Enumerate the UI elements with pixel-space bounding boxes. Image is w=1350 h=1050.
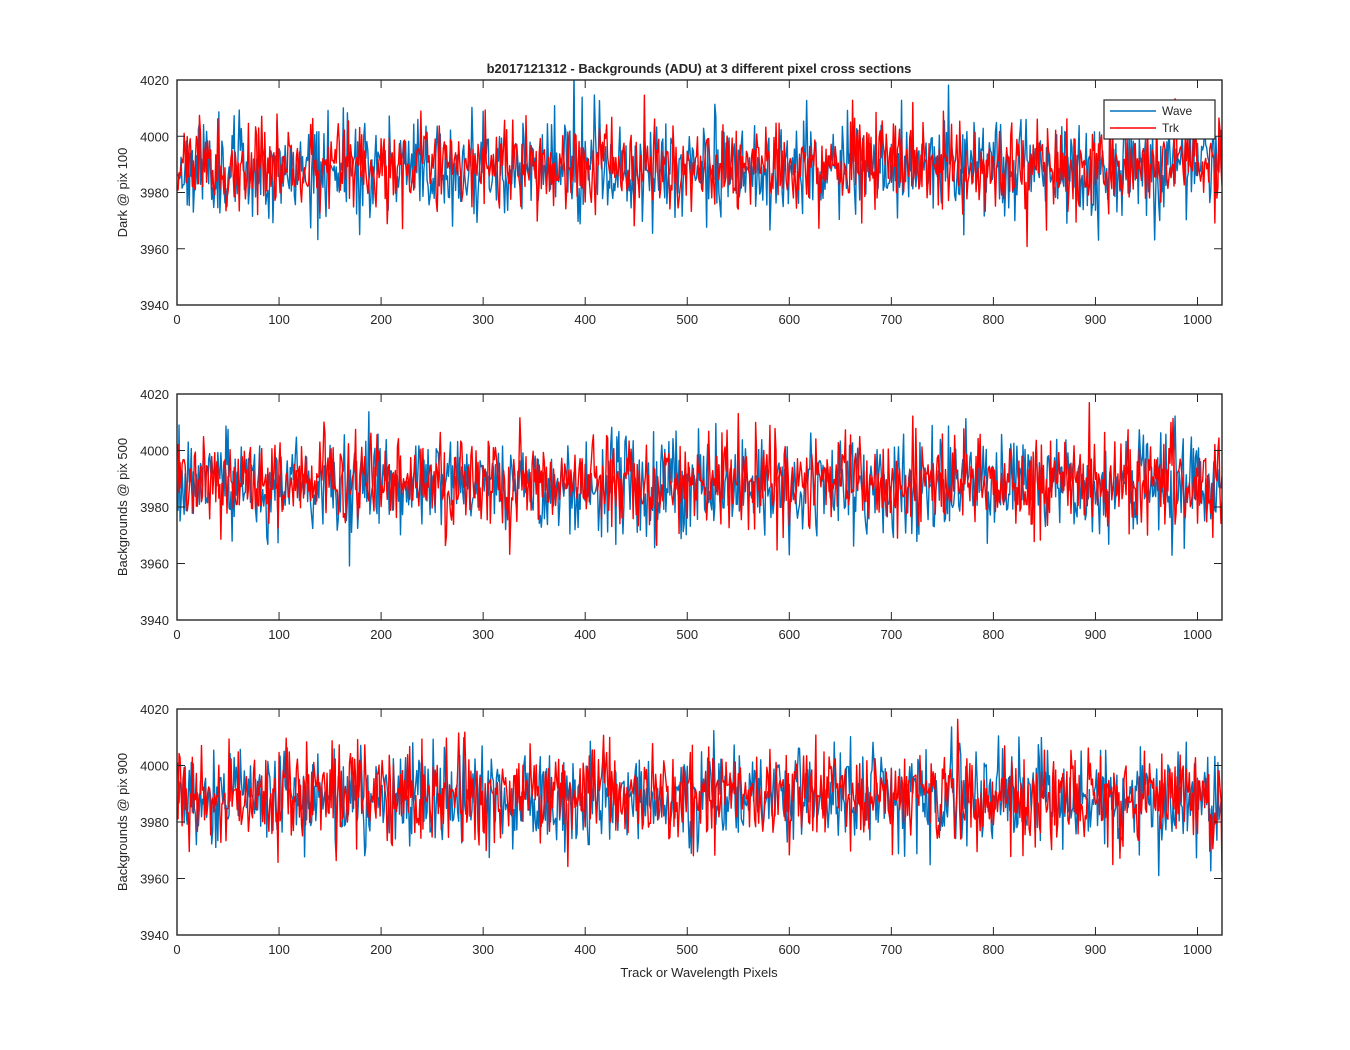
x-tick-label: 800: [983, 312, 1005, 327]
x-tick-label: 600: [778, 312, 800, 327]
x-tick-label: 200: [370, 627, 392, 642]
y-tick-label: 4020: [140, 73, 169, 88]
plot-area: [177, 80, 1222, 305]
y-tick-label: 4020: [140, 387, 169, 402]
y-tick-label: 4000: [140, 129, 169, 144]
x-tick-label: 900: [1085, 312, 1107, 327]
x-tick-label: 100: [268, 627, 290, 642]
x-tick-label: 600: [778, 627, 800, 642]
legend-label-wave: Wave: [1162, 104, 1193, 118]
y-tick-label: 3980: [140, 815, 169, 830]
y-tick-label: 3940: [140, 298, 169, 313]
x-tick-label: 0: [173, 942, 180, 957]
y-tick-label: 3960: [140, 242, 169, 257]
x-tick-label: 100: [268, 312, 290, 327]
x-axis-label: Track or Wavelength Pixels: [620, 965, 778, 980]
x-tick-label: 400: [574, 312, 596, 327]
x-tick-label: 900: [1085, 627, 1107, 642]
x-tick-label: 300: [472, 627, 494, 642]
x-tick-label: 400: [574, 627, 596, 642]
y-tick-label: 4000: [140, 444, 169, 459]
x-tick-label: 500: [676, 942, 698, 957]
series-line-trk: [177, 401, 1222, 555]
y-tick-label: 3960: [140, 872, 169, 887]
x-tick-label: 0: [173, 312, 180, 327]
x-tick-label: 800: [983, 942, 1005, 957]
x-tick-label: 1000: [1183, 942, 1212, 957]
legend: Wave Trk: [1103, 99, 1216, 140]
y-axis-label: Backgrounds @ pix 900: [115, 753, 130, 891]
x-tick-label: 400: [574, 942, 596, 957]
y-tick-label: 4000: [140, 759, 169, 774]
series-line-trk: [177, 718, 1222, 872]
figure-title: b2017121312 - Backgrounds (ADU) at 3 dif…: [487, 61, 912, 76]
legend-label-trk: Trk: [1162, 121, 1180, 135]
x-tick-label: 500: [676, 627, 698, 642]
x-tick-label: 0: [173, 627, 180, 642]
subplot-3: 0 100 200 300 400 500 600 700 800 900 1000 3940 3960…: [115, 702, 1223, 957]
y-tick-label: 3940: [140, 613, 169, 628]
subplots: 0 100 200 300 400 500 600 700 800 900 100039403960…: [115, 73, 1223, 957]
y-tick-label: 3980: [140, 500, 169, 515]
y-tick-label: 3980: [140, 186, 169, 201]
x-tick-label: 700: [881, 942, 903, 957]
y-tick-label: 3940: [140, 928, 169, 943]
x-tick-label: 500: [676, 312, 698, 327]
y-tick-label: 3960: [140, 557, 169, 572]
x-tick-label: 700: [881, 312, 903, 327]
x-tick-label: 1000: [1183, 627, 1212, 642]
x-tick-label: 900: [1085, 942, 1107, 957]
subplot-1: 0 100 200 300 400 500 600 700 800 900 1000 3940 3960…: [115, 73, 1223, 327]
x-tick-label: 200: [370, 942, 392, 957]
x-tick-label: 200: [370, 312, 392, 327]
x-tick-label: 300: [472, 942, 494, 957]
x-tick-label: 800: [983, 627, 1005, 642]
x-tick-label: 300: [472, 312, 494, 327]
series-line-trk: [177, 94, 1222, 248]
legend-box: [1103, 99, 1216, 140]
subplot-2: 0 100 200 300 400 500 600 700 800 900 1000 3940 3960…: [115, 387, 1223, 642]
x-tick-label: 100: [268, 942, 290, 957]
y-axis-label: Backgrounds @ pix 500: [115, 438, 130, 576]
y-axis-label: Dark @ pix 100: [115, 148, 130, 238]
x-tick-label: 1000: [1183, 312, 1212, 327]
y-tick-label: 4020: [140, 702, 169, 717]
x-tick-label: 600: [778, 942, 800, 957]
x-tick-label: 700: [881, 627, 903, 642]
